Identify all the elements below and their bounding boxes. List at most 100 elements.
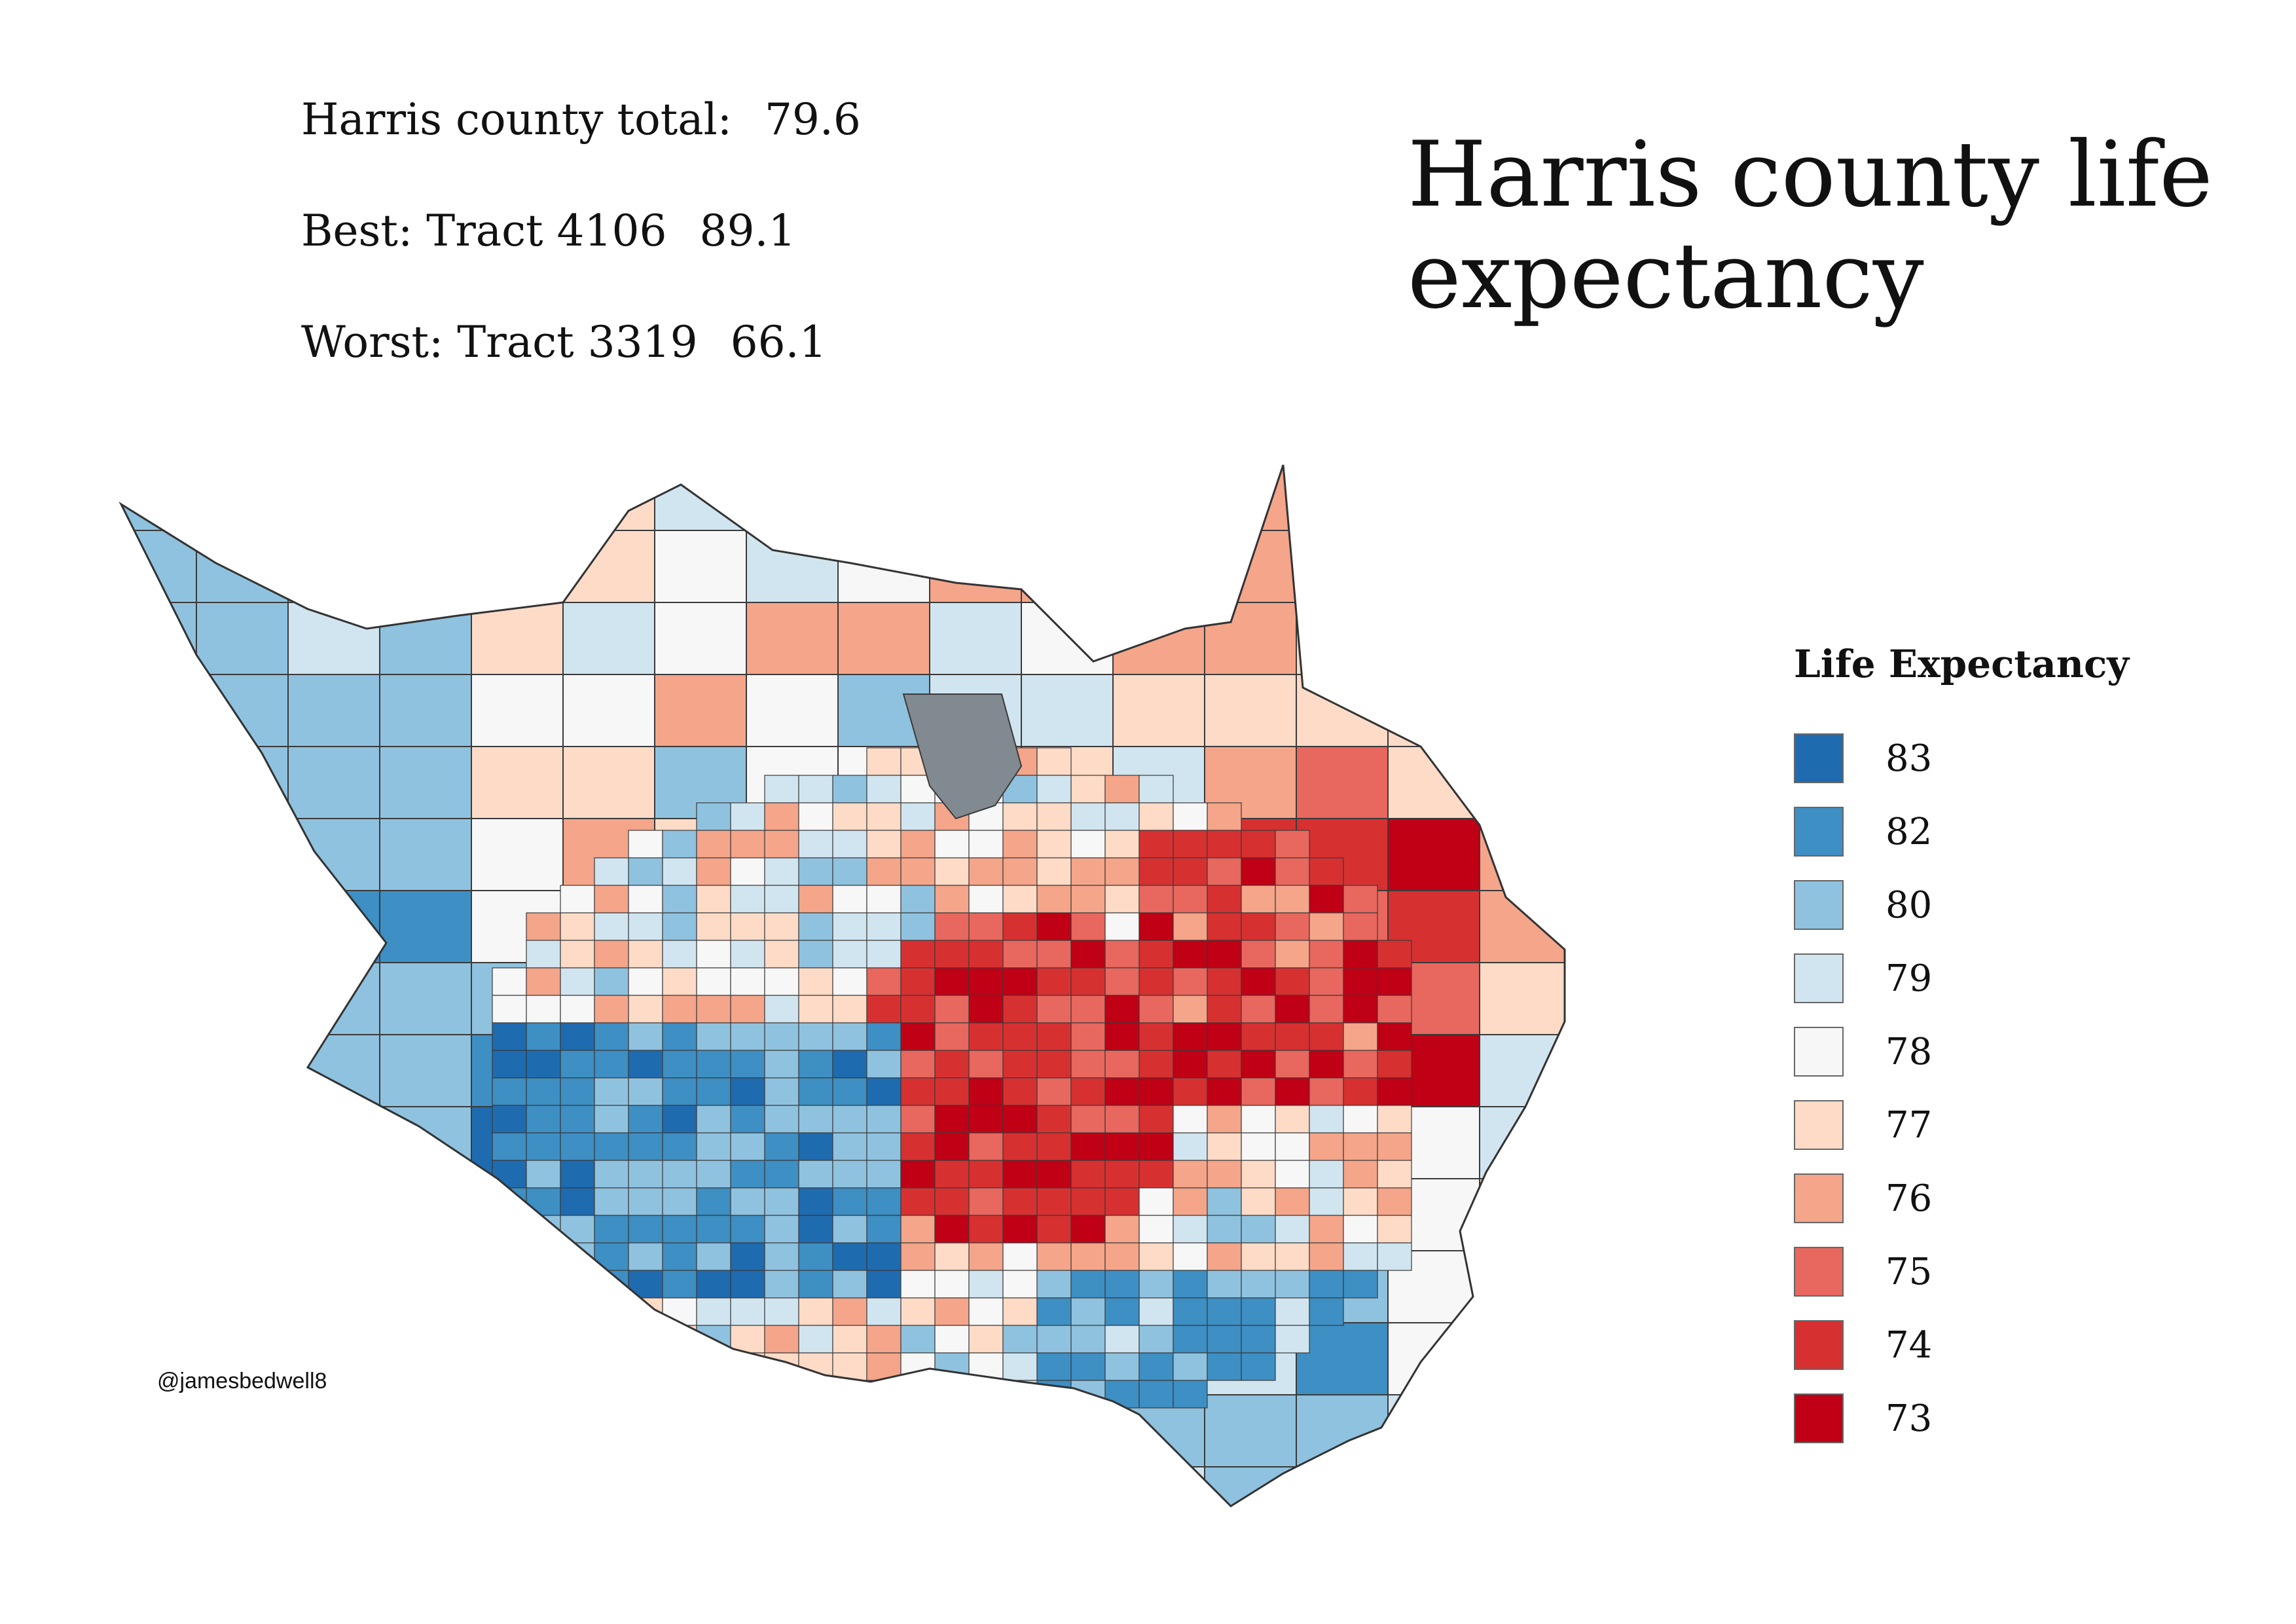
census-tract (1343, 940, 1378, 969)
census-tract (730, 967, 765, 996)
census-tract (628, 940, 663, 969)
census-tract (900, 940, 936, 969)
census-tract (1571, 1035, 1663, 1107)
census-tract (1207, 1187, 1242, 1216)
legend-swatch (1794, 1393, 1844, 1443)
census-tract (1036, 1132, 1072, 1161)
census-tract (662, 1215, 697, 1244)
census-tract (730, 1270, 765, 1299)
census-tract (934, 1187, 970, 1216)
census-tract (832, 1050, 867, 1079)
census-tract (662, 1325, 697, 1354)
census-tract (1021, 465, 1114, 531)
census-tract (379, 746, 472, 819)
legend-swatch (1794, 1173, 1844, 1223)
census-tract (1479, 1250, 1565, 1323)
census-tract (1139, 775, 1174, 803)
census-tract (837, 530, 930, 603)
census-tract (1377, 1022, 1412, 1051)
census-tract (1343, 1050, 1378, 1079)
census-tract (1139, 857, 1174, 886)
census-tract (662, 1187, 697, 1216)
census-tract (696, 1160, 731, 1189)
census-tract (1387, 674, 1480, 747)
census-tract (1241, 857, 1276, 886)
census-tract (866, 885, 902, 913)
legend-item: 76 (1794, 1173, 2056, 1226)
census-tract (1104, 912, 1140, 941)
census-tract (1002, 830, 1038, 858)
census-tract (1571, 1107, 1663, 1179)
census-tract (1241, 995, 1276, 1024)
census-tract (730, 830, 765, 858)
census-tract (1002, 1077, 1038, 1106)
census-tract (562, 1394, 655, 1467)
census-tract (746, 602, 839, 675)
census-tract (594, 1297, 629, 1326)
census-tract (1036, 1050, 1072, 1079)
legend-item: 83 (1794, 733, 2056, 786)
census-tract (1002, 1132, 1038, 1161)
census-tract (1241, 1132, 1276, 1161)
census-tract (764, 1132, 799, 1161)
legend-item: 78 (1794, 1027, 2056, 1079)
census-tract (1309, 1132, 1344, 1161)
census-tract (287, 674, 380, 747)
census-tract (1070, 1215, 1106, 1244)
census-tract (1173, 1242, 1208, 1271)
census-tract (696, 940, 731, 969)
census-tract (1207, 1215, 1242, 1244)
census-tract (696, 1242, 731, 1271)
census-tract (832, 940, 867, 969)
census-tract (696, 967, 731, 996)
census-tract (900, 912, 936, 941)
census-tract (654, 1466, 747, 1506)
census-tract (929, 602, 1022, 675)
census-tract (1343, 1132, 1378, 1161)
census-tract (1204, 1466, 1297, 1506)
census-tract (196, 674, 289, 747)
census-tract (196, 890, 289, 963)
census-tract (696, 1050, 731, 1079)
census-tract (560, 1187, 595, 1216)
census-tract (934, 1160, 970, 1189)
census-tract (1139, 1077, 1174, 1106)
census-tract (1173, 1022, 1208, 1051)
census-tract (832, 1270, 867, 1299)
census-tract (1002, 967, 1038, 996)
census-tract (934, 1132, 970, 1161)
legend-label: 77 (1886, 1104, 1933, 1147)
census-tract (1139, 830, 1174, 858)
census-tract (1241, 1215, 1276, 1244)
census-tract (1275, 1297, 1310, 1326)
census-tract (1173, 1352, 1208, 1381)
census-tract (1479, 1466, 1565, 1506)
census-tract (1241, 912, 1276, 941)
census-tract (764, 940, 799, 969)
census-tract (798, 1297, 833, 1326)
census-tract (662, 885, 697, 913)
census-tract (1309, 912, 1344, 941)
census-tract (121, 818, 197, 891)
census-tract (654, 602, 747, 675)
census-tract (1343, 1077, 1378, 1106)
census-tract (1070, 1160, 1106, 1189)
census-tract (196, 1034, 289, 1107)
census-tract (1021, 530, 1114, 603)
census-tract (1002, 1325, 1038, 1354)
census-tract (1479, 530, 1565, 603)
census-tract (560, 1215, 595, 1244)
census-tract (379, 1034, 472, 1107)
census-tract (968, 1050, 1004, 1079)
census-tract (1036, 967, 1072, 996)
stat-best-tract: Best: Tract 4106 89.1 (301, 210, 795, 253)
census-tract (594, 995, 629, 1024)
census-tract (526, 995, 561, 1024)
census-tract (798, 995, 833, 1024)
census-tract (1479, 602, 1565, 675)
census-tract (1275, 1132, 1310, 1161)
census-tract (1070, 1132, 1106, 1161)
census-tract (1479, 1034, 1565, 1107)
census-tract (934, 912, 970, 941)
census-tract (1139, 1160, 1174, 1189)
